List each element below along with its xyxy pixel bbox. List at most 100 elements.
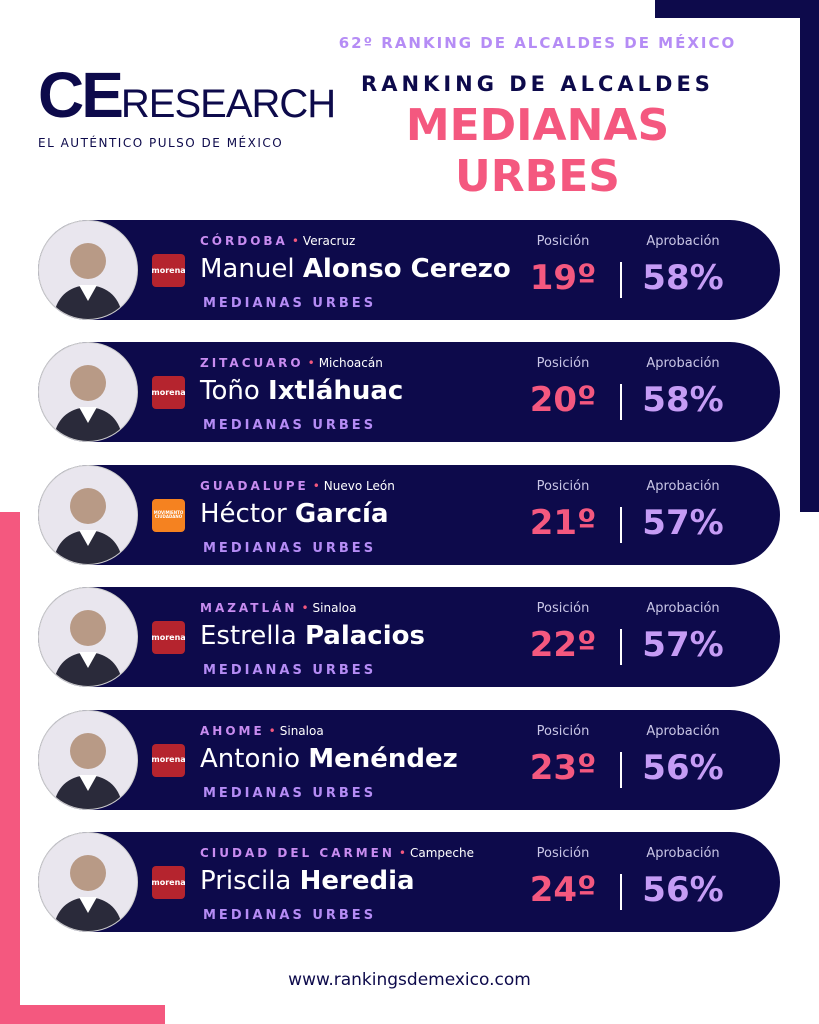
location: ZITACUARO • Michoacán (200, 356, 383, 370)
category: MEDIANAS URBES (203, 540, 377, 556)
first-name: Antonio (200, 743, 300, 774)
state: Sinaloa (279, 723, 324, 738)
position-label: Posición (536, 846, 590, 861)
approval-label: Aprobación (646, 846, 720, 861)
party-logo: morena (152, 621, 185, 655)
avatar (38, 342, 138, 443)
position: 23º (529, 747, 597, 788)
avatar (38, 709, 138, 810)
first-name: Manuel (200, 254, 295, 284)
state: Veracruz (302, 234, 356, 248)
category: MEDIANAS URBES (203, 663, 377, 679)
frame-top (655, 0, 819, 18)
location: AHOME • Sinaloa (200, 724, 324, 738)
category: MEDIANAS URBES (203, 418, 377, 434)
last-name: Menéndez (308, 743, 458, 774)
divider (620, 629, 622, 666)
position: 21º (529, 502, 597, 543)
logo-research: RESEARCH (120, 82, 336, 126)
ranking-row: morena ZITACUARO • Michoacán Toño Ixtláhuac M… (38, 342, 780, 443)
last-name: Heredia (299, 866, 415, 896)
approval-label: Aprobación (646, 356, 720, 372)
separator-dot: • (307, 356, 315, 371)
approval: 56% (642, 870, 724, 910)
edition: 62º RANKING DE ALCALDES DE MÉXICO (338, 34, 737, 52)
mayor-name: Toño Ixtláhuac (200, 376, 403, 406)
approval: 57% (642, 625, 724, 666)
position-label: Posición (536, 356, 590, 372)
avatar-silhouette (53, 732, 123, 809)
last-name: García (294, 498, 389, 529)
city: CÓRDOBA (200, 234, 288, 248)
category: MEDIANAS URBES (203, 908, 377, 923)
position-label: Posición (536, 478, 590, 494)
position-label: Posición (536, 601, 590, 617)
avatar-silhouette (53, 610, 123, 687)
position: 20º (529, 380, 597, 421)
first-name: Toño (200, 376, 260, 407)
ranking-row: morena MAZATLÁN • Sinaloa Estrella Palacios M… (38, 587, 780, 688)
position-label: Posición (536, 723, 590, 739)
avatar (38, 220, 138, 320)
avatar (38, 832, 138, 932)
first-name: Estrella (200, 621, 297, 652)
last-name: Palacios (304, 621, 425, 652)
mayor-name: Héctor García (200, 499, 388, 529)
divider (620, 262, 622, 298)
approval-label: Aprobación (646, 723, 720, 739)
position-label: Posición (536, 234, 590, 249)
title: MEDIANAS URBES (405, 100, 670, 202)
party-logo: MOVIMIENTO CIUDADANO (152, 498, 185, 532)
category: MEDIANAS URBES (203, 296, 377, 311)
ranking-row: MOVIMIENTO CIUDADANO GUADALUPE • Nuevo León… (38, 464, 780, 565)
frame-bottom (0, 1005, 165, 1024)
tagline: EL AUTÉNTICO PULSO DE MÉXICO (38, 136, 284, 150)
separator-dot: • (312, 478, 320, 493)
divider (620, 874, 622, 910)
location: CIUDAD DEL CARMEN • Campeche (200, 846, 474, 860)
footer-url: www.rankingsdemexico.com (288, 970, 531, 990)
separator-dot: • (268, 723, 276, 738)
approval: 58% (642, 380, 724, 421)
ranking-row: morena CIUDAD DEL CARMEN • Campeche Priscila… (38, 832, 780, 932)
approval-label: Aprobación (646, 478, 720, 494)
approval: 58% (642, 258, 724, 298)
city: GUADALUPE (200, 478, 309, 493)
mayor-name: Estrella Palacios (200, 621, 425, 651)
avatar-silhouette (53, 365, 123, 442)
city: AHOME (200, 723, 265, 738)
approval-label: Aprobación (646, 601, 720, 617)
mayor-name: Antonio Menéndez (200, 744, 458, 774)
state: Nuevo León (323, 478, 395, 493)
location: GUADALUPE • Nuevo León (200, 479, 395, 493)
avatar-silhouette (53, 243, 123, 319)
divider (620, 384, 622, 421)
last-name: Alonso Cerezo (302, 254, 511, 284)
approval-label: Aprobación (646, 234, 720, 249)
position: 24º (529, 870, 597, 910)
party-logo: morena (152, 376, 185, 410)
state: Michoacán (318, 356, 383, 371)
party-logo: morena (152, 254, 185, 287)
state: Campeche (409, 846, 474, 860)
party-logo: morena (152, 866, 185, 899)
frame-left (0, 512, 20, 1024)
mayor-name: Manuel Alonso Cerezo (200, 254, 511, 284)
separator-dot: • (291, 234, 299, 248)
location: MAZATLÁN • Sinaloa (200, 601, 356, 615)
position: 22º (529, 625, 597, 666)
logo: CERESEARCH (38, 58, 336, 132)
ranking-row: morena AHOME • Sinaloa Antonio Menéndez MEDIA… (38, 709, 780, 810)
position: 19º (529, 258, 597, 298)
city: ZITACUARO (200, 356, 304, 371)
city: MAZATLÁN (200, 601, 298, 616)
first-name: Héctor (200, 498, 287, 529)
avatar-silhouette (53, 487, 123, 564)
approval: 56% (642, 747, 724, 788)
party-logo: morena (152, 743, 185, 777)
mayor-name: Priscila Heredia (200, 866, 415, 896)
state: Sinaloa (312, 601, 357, 616)
divider (620, 506, 622, 543)
